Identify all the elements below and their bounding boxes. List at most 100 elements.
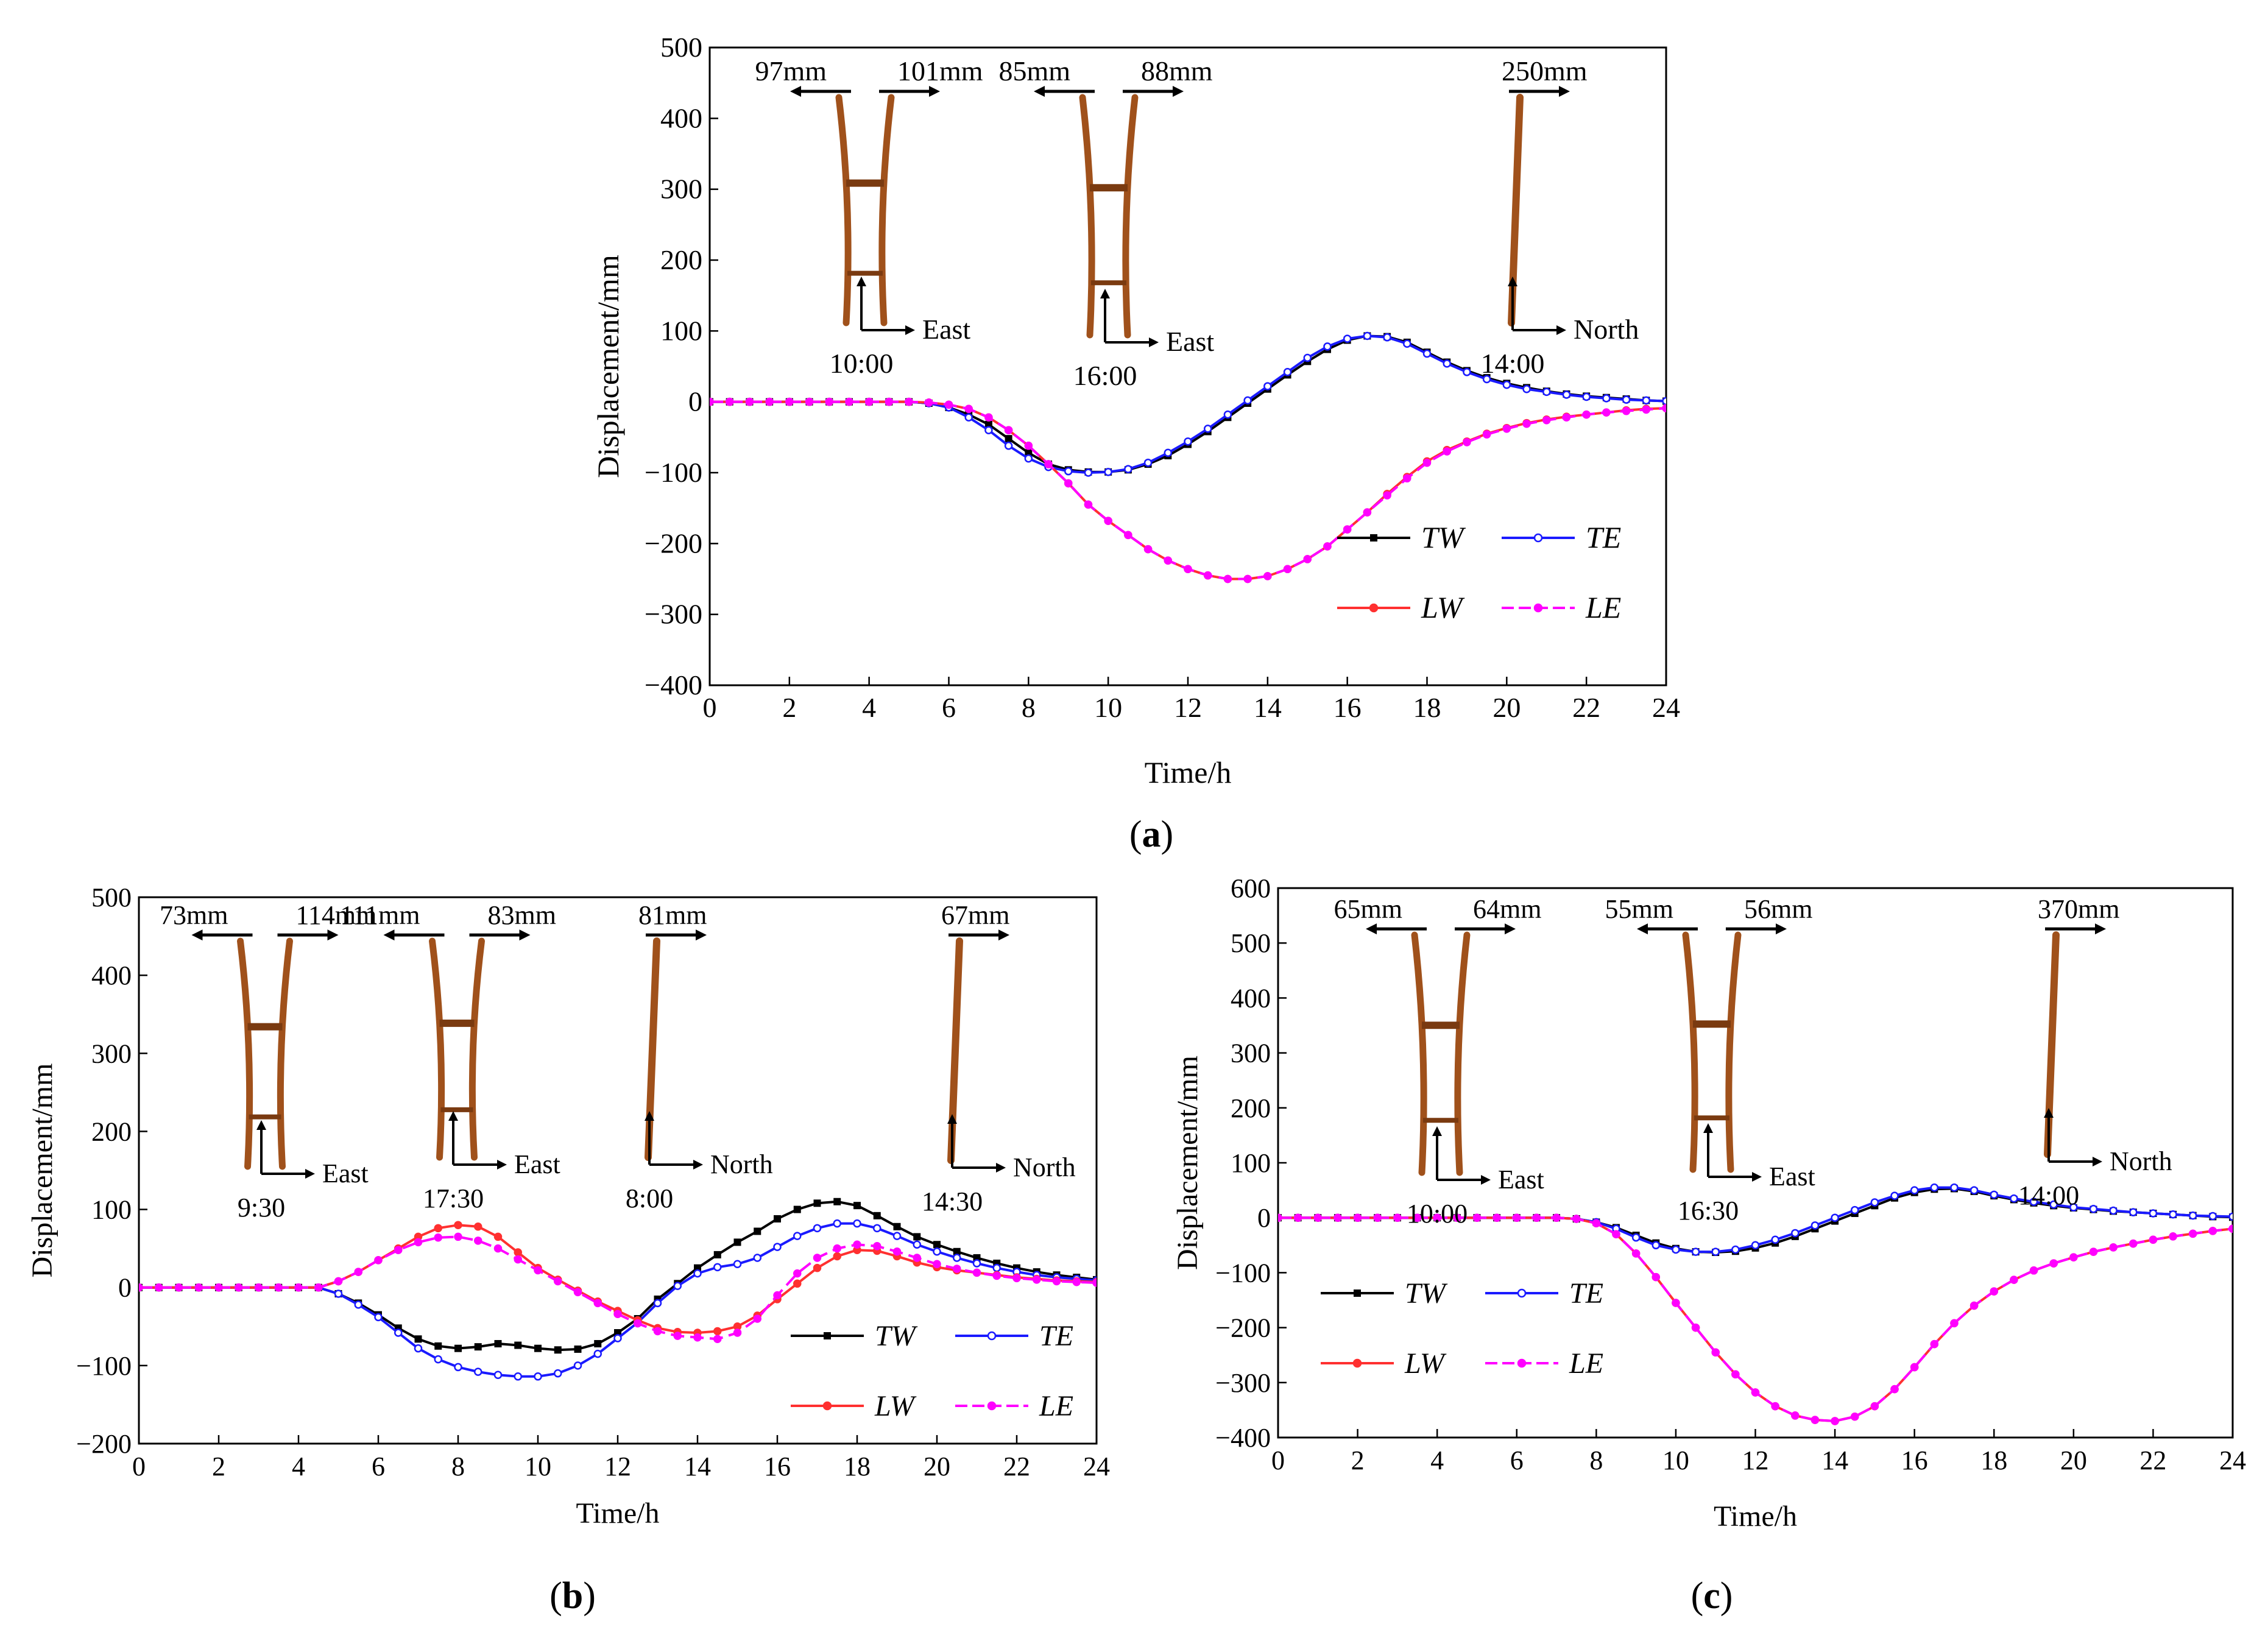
data-point xyxy=(753,1314,761,1323)
displacement-label-right: 56mm xyxy=(1744,894,1812,924)
legend-item-te: TE xyxy=(955,1320,1073,1352)
caption-close: ) xyxy=(1720,1575,1733,1617)
data-point xyxy=(634,1319,642,1328)
data-point xyxy=(494,1339,502,1347)
data-point xyxy=(554,1277,562,1286)
series-lw xyxy=(139,1221,1097,1337)
series-line-le xyxy=(710,400,1666,580)
data-point xyxy=(964,413,973,422)
x-tick-label: 12 xyxy=(1174,692,1202,723)
arrowhead-left xyxy=(1366,923,1377,934)
data-point xyxy=(1223,410,1232,419)
data-point xyxy=(1334,1213,1342,1222)
data-point xyxy=(813,1254,822,1262)
series-le xyxy=(1278,1213,2233,1425)
data-point xyxy=(693,1333,702,1342)
y-tick-label: −100 xyxy=(1215,1258,1271,1288)
legend-item-te: TE xyxy=(1485,1277,1603,1310)
data-point xyxy=(1502,380,1511,389)
data-point xyxy=(1751,1241,1760,1250)
data-point xyxy=(593,1299,602,1308)
data-point xyxy=(1184,437,1192,446)
axis-up-head xyxy=(448,1111,458,1121)
y-tick-label: 300 xyxy=(1231,1039,1271,1068)
arrowhead-left xyxy=(383,930,395,940)
data-point xyxy=(1592,1219,1601,1227)
data-point xyxy=(2010,1275,2018,1284)
data-point xyxy=(733,1260,742,1269)
data-point xyxy=(1672,1245,1680,1254)
data-point xyxy=(514,1255,522,1264)
y-tick-label: 200 xyxy=(1231,1093,1271,1123)
series-le xyxy=(710,397,1666,584)
x-tick-label: 16 xyxy=(1334,692,1362,723)
data-point xyxy=(2069,1203,2078,1212)
series-le xyxy=(139,1232,1097,1344)
data-point xyxy=(1433,1213,1441,1222)
data-point xyxy=(1263,382,1272,390)
data-point xyxy=(1493,1213,1501,1222)
panel-b: 0 2 4 6 8 10 12 14 16 18 20 22 24−200−10001002003004… xyxy=(26,883,1110,1617)
data-point xyxy=(2169,1210,2177,1219)
data-point xyxy=(1969,1186,1979,1194)
data-point xyxy=(1413,1213,1422,1222)
data-point xyxy=(314,1283,323,1292)
y-tick-label: 500 xyxy=(91,883,132,912)
x-tick-label: 2 xyxy=(782,692,796,723)
data-point xyxy=(1453,1213,1461,1222)
data-point xyxy=(194,1283,203,1292)
data-point xyxy=(953,1265,961,1273)
axis-up-head xyxy=(947,1114,957,1124)
data-point xyxy=(2089,1205,2098,1213)
data-point xyxy=(992,1271,1001,1280)
data-point xyxy=(1751,1388,1760,1397)
data-point xyxy=(2188,1229,2197,1238)
data-point xyxy=(773,1291,782,1300)
data-point xyxy=(594,1339,602,1347)
data-point xyxy=(434,1224,442,1233)
data-point xyxy=(984,413,993,422)
axis-right-head xyxy=(996,1163,1006,1173)
y-tick-label: 100 xyxy=(91,1195,132,1225)
legend-marker xyxy=(987,1331,997,1341)
data-point xyxy=(574,1345,582,1353)
data-point xyxy=(1990,1190,1998,1199)
data-point xyxy=(1522,419,1531,428)
displacement-label-right: 83mm xyxy=(488,900,556,930)
data-point xyxy=(554,1346,562,1354)
data-point xyxy=(1124,465,1132,473)
data-point xyxy=(1522,384,1531,393)
data-point xyxy=(1443,447,1451,456)
data-point xyxy=(913,1254,921,1262)
axis-up-head xyxy=(1703,1123,1713,1133)
data-point xyxy=(2069,1253,2078,1261)
data-point xyxy=(1990,1287,1998,1296)
tower-leg-left xyxy=(835,94,852,326)
data-point xyxy=(493,1244,503,1253)
data-point xyxy=(833,1252,841,1261)
arrowhead xyxy=(2095,923,2106,934)
legend-item-lw: LW xyxy=(1337,590,1465,624)
data-point xyxy=(474,1222,482,1231)
data-point xyxy=(1542,416,1551,425)
panel-caption: (b) xyxy=(549,1575,596,1617)
data-point xyxy=(2169,1232,2177,1241)
data-point xyxy=(613,1310,622,1319)
direction-label: East xyxy=(514,1149,560,1179)
data-point xyxy=(773,1243,782,1251)
y-axis-label: Displacement/mm xyxy=(1171,1056,1204,1270)
data-point xyxy=(1422,458,1432,467)
data-point xyxy=(745,397,754,406)
legend-marker xyxy=(1533,603,1543,613)
data-point xyxy=(1383,333,1391,342)
data-point xyxy=(414,1344,423,1353)
data-point xyxy=(1004,442,1013,450)
data-point xyxy=(813,1263,822,1272)
y-tick-label: 400 xyxy=(1231,983,1271,1013)
axis-up-head xyxy=(645,1111,654,1121)
data-point xyxy=(1969,1301,1979,1310)
x-tick-label: 8 xyxy=(1589,1445,1603,1475)
data-point xyxy=(1582,410,1591,419)
direction-label: North xyxy=(710,1149,773,1179)
time-label: 16:00 xyxy=(1073,360,1137,391)
